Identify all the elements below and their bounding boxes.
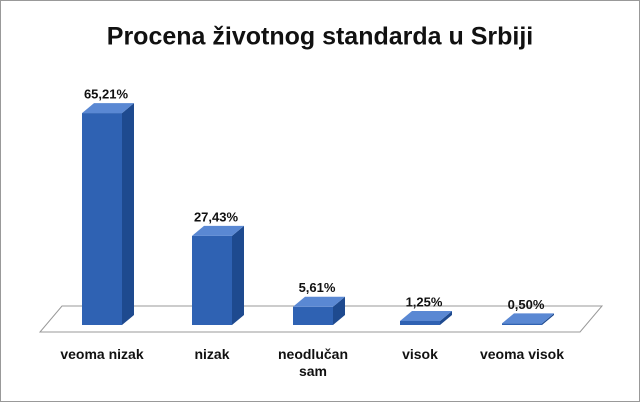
bar	[192, 235, 232, 325]
bar-top	[192, 225, 244, 236]
bar-side	[122, 103, 134, 325]
bar-side	[542, 313, 554, 325]
bar-side	[333, 296, 345, 325]
x-tick-label: veoma visok	[479, 346, 565, 362]
value-label: 0,50%	[508, 297, 545, 312]
bar-side	[440, 310, 452, 325]
x-tick-label: nizak	[194, 346, 230, 362]
bar	[502, 323, 542, 325]
bar-top	[502, 313, 554, 324]
value-label: 27,43%	[194, 209, 239, 224]
bar	[82, 113, 122, 325]
x-tick-label: neodlučan sam	[277, 346, 348, 379]
bar-top	[400, 310, 452, 321]
value-label: 1,25%	[406, 294, 443, 309]
bar	[400, 320, 440, 325]
value-label: 65,21%	[84, 87, 129, 102]
bar-side	[232, 225, 244, 325]
value-label: 5,61%	[299, 280, 336, 295]
bar	[293, 306, 333, 325]
bar-top	[293, 296, 345, 307]
chart-title: Procena životnog standarda u Srbiji	[107, 23, 533, 51]
bar-top	[82, 103, 134, 114]
x-tick-label: visok	[402, 346, 438, 362]
x-tick-label: veoma nizak	[60, 346, 144, 362]
